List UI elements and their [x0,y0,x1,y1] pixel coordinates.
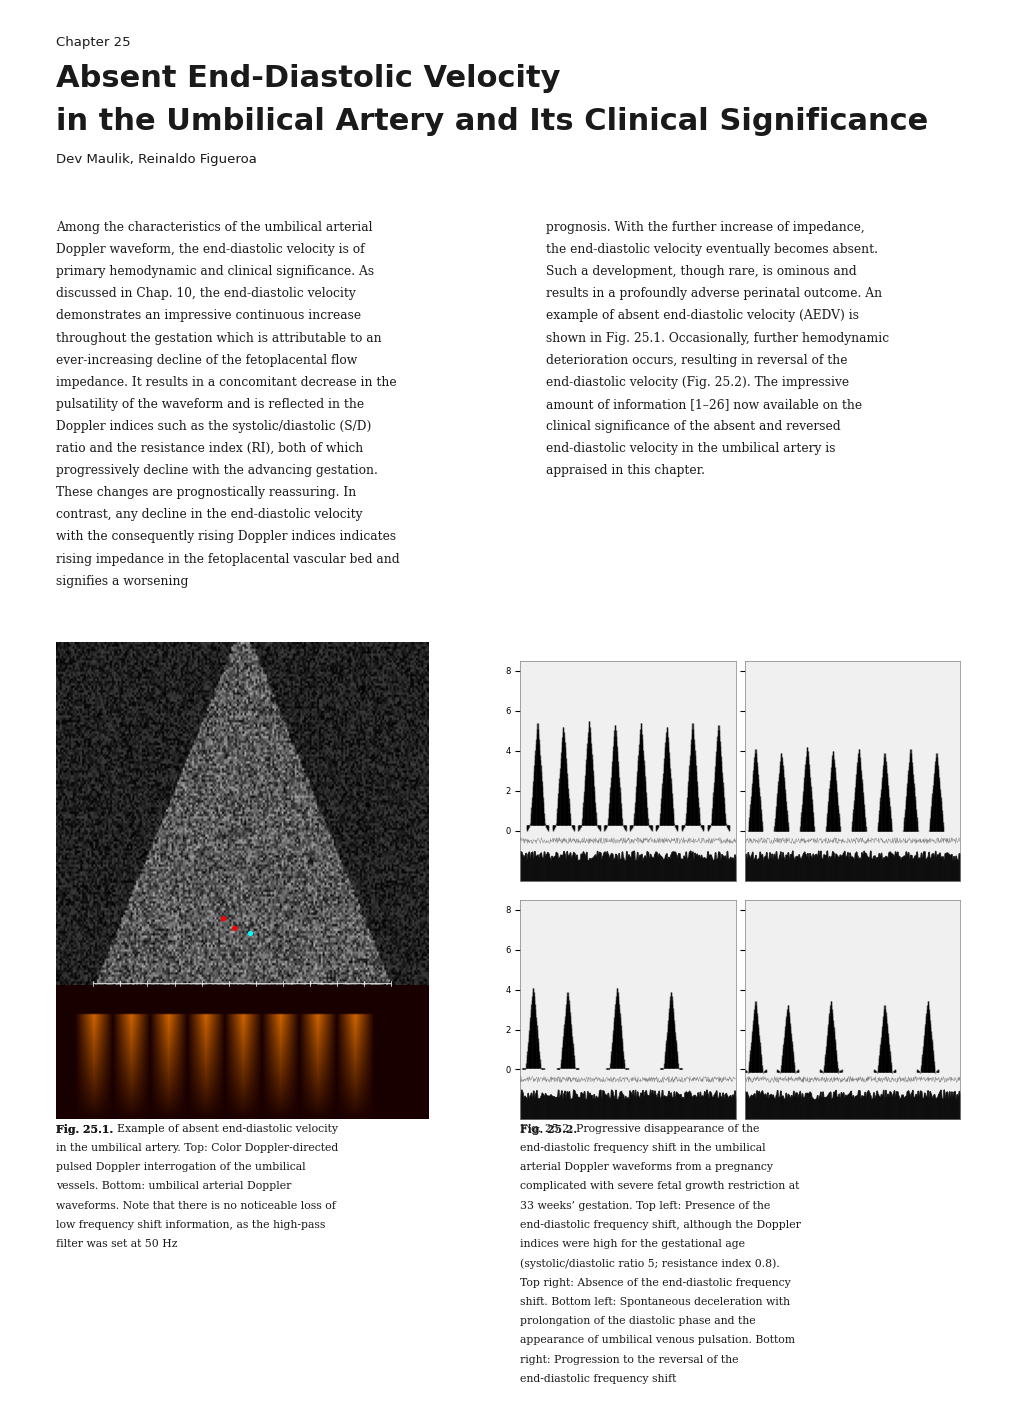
Text: Fig. 25.2.: Fig. 25.2. [520,1124,577,1135]
Text: These changes are prognostically reassuring. In: These changes are prognostically reassur… [56,486,356,499]
Text: right: Progression to the reversal of the: right: Progression to the reversal of th… [520,1355,738,1365]
Text: prognosis. With the further increase of impedance,: prognosis. With the further increase of … [545,221,864,234]
Text: clinical significance of the absent and reversed: clinical significance of the absent and … [545,419,840,434]
Text: results in a profoundly adverse perinatal outcome. An: results in a profoundly adverse perinata… [545,288,881,301]
Text: pulsed Doppler interrogation of the umbilical: pulsed Doppler interrogation of the umbi… [56,1162,306,1172]
Text: Top right: Absence of the end-diastolic frequency: Top right: Absence of the end-diastolic … [520,1278,790,1288]
Text: signifies a worsening: signifies a worsening [56,575,189,588]
Text: with the consequently rising Doppler indices indicates: with the consequently rising Doppler ind… [56,530,395,543]
Text: Chapter 25: Chapter 25 [56,36,130,48]
Text: Fig. 25.1.: Fig. 25.1. [56,1124,117,1135]
Text: rising impedance in the fetoplacental vascular bed and: rising impedance in the fetoplacental va… [56,552,399,566]
Text: shift. Bottom left: Spontaneous deceleration with: shift. Bottom left: Spontaneous decelera… [520,1298,790,1308]
Text: appearance of umbilical venous pulsation. Bottom: appearance of umbilical venous pulsation… [520,1335,795,1346]
Text: Such a development, though rare, is ominous and: Such a development, though rare, is omin… [545,265,856,278]
Text: progressively decline with the advancing gestation.: progressively decline with the advancing… [56,465,378,478]
Text: contrast, any decline in the end-diastolic velocity: contrast, any decline in the end-diastol… [56,509,362,522]
Text: prolongation of the diastolic phase and the: prolongation of the diastolic phase and … [520,1316,755,1326]
Text: waveforms. Note that there is no noticeable loss of: waveforms. Note that there is no noticea… [56,1201,335,1211]
Text: Fig. 25.2. Progressive disappearance of the: Fig. 25.2. Progressive disappearance of … [520,1124,759,1134]
Text: end-diastolic frequency shift in the umbilical: end-diastolic frequency shift in the umb… [520,1144,765,1154]
Text: 33 weeks’ gestation. Top left: Presence of the: 33 weeks’ gestation. Top left: Presence … [520,1201,769,1211]
Text: deterioration occurs, resulting in reversal of the: deterioration occurs, resulting in rever… [545,354,847,366]
Text: Doppler waveform, the end-diastolic velocity is of: Doppler waveform, the end-diastolic velo… [56,244,365,257]
Text: pulsatility of the waveform and is reflected in the: pulsatility of the waveform and is refle… [56,398,364,411]
Point [215,907,231,930]
Text: indices were high for the gestational age: indices were high for the gestational ag… [520,1239,745,1249]
Text: in the Umbilical Artery and Its Clinical Significance: in the Umbilical Artery and Its Clinical… [56,107,927,135]
Text: end-diastolic velocity (Fig. 25.2). The impressive: end-diastolic velocity (Fig. 25.2). The … [545,376,848,389]
Text: the end-diastolic velocity eventually becomes absent.: the end-diastolic velocity eventually be… [545,244,876,257]
Text: end-diastolic velocity in the umbilical artery is: end-diastolic velocity in the umbilical … [545,442,835,455]
Point [226,917,243,940]
Text: Absent End-Diastolic Velocity: Absent End-Diastolic Velocity [56,64,560,93]
Text: complicated with severe fetal growth restriction at: complicated with severe fetal growth res… [520,1181,799,1192]
Text: ever-increasing decline of the fetoplacental flow: ever-increasing decline of the fetoplace… [56,354,357,366]
Text: appraised in this chapter.: appraised in this chapter. [545,465,704,478]
Text: ratio and the resistance index (RI), both of which: ratio and the resistance index (RI), bot… [56,442,363,455]
Text: Among the characteristics of the umbilical arterial: Among the characteristics of the umbilic… [56,221,372,234]
Text: primary hemodynamic and clinical significance. As: primary hemodynamic and clinical signifi… [56,265,374,278]
Text: vessels. Bottom: umbilical arterial Doppler: vessels. Bottom: umbilical arterial Dopp… [56,1181,291,1192]
Point [242,921,258,944]
Text: arterial Doppler waveforms from a pregnancy: arterial Doppler waveforms from a pregna… [520,1162,772,1172]
Text: demonstrates an impressive continuous increase: demonstrates an impressive continuous in… [56,309,361,322]
Text: amount of information [1–26] now available on the: amount of information [1–26] now availab… [545,398,861,411]
Text: impedance. It results in a concomitant decrease in the: impedance. It results in a concomitant d… [56,376,396,389]
Text: Dev Maulik, Reinaldo Figueroa: Dev Maulik, Reinaldo Figueroa [56,153,257,165]
Text: filter was set at 50 Hz: filter was set at 50 Hz [56,1239,177,1249]
Text: Doppler indices such as the systolic/diastolic (S/D): Doppler indices such as the systolic/dia… [56,419,371,434]
Text: low frequency shift information, as the high-pass: low frequency shift information, as the … [56,1221,325,1231]
Text: throughout the gestation which is attributable to an: throughout the gestation which is attrib… [56,332,381,345]
Text: Example of absent end-diastolic velocity: Example of absent end-diastolic velocity [117,1124,338,1134]
Text: discussed in Chap. 10, the end-diastolic velocity: discussed in Chap. 10, the end-diastolic… [56,288,356,301]
Text: end-diastolic frequency shift: end-diastolic frequency shift [520,1375,676,1385]
Text: shown in Fig. 25.1. Occasionally, further hemodynamic: shown in Fig. 25.1. Occasionally, furthe… [545,332,888,345]
Text: Fig. 25.1.: Fig. 25.1. [56,1124,113,1135]
Text: in the umbilical artery. Top: Color Doppler-directed: in the umbilical artery. Top: Color Dopp… [56,1144,338,1154]
Text: example of absent end-diastolic velocity (AEDV) is: example of absent end-diastolic velocity… [545,309,858,322]
Text: (systolic/diastolic ratio 5; resistance index 0.8).: (systolic/diastolic ratio 5; resistance … [520,1259,780,1269]
Text: end-diastolic frequency shift, although the Doppler: end-diastolic frequency shift, although … [520,1221,800,1231]
